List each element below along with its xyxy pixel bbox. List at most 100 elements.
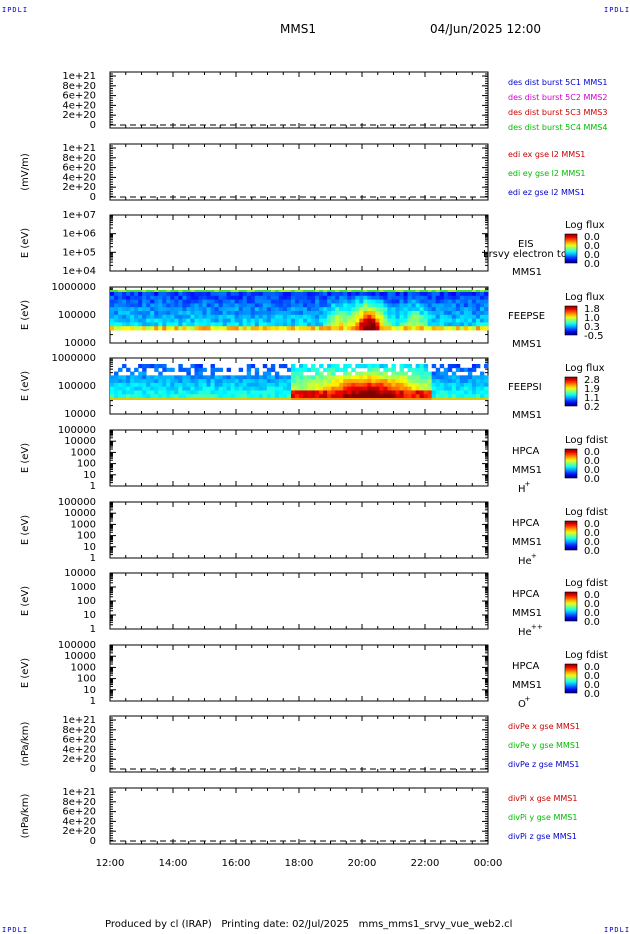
spectrogram-cell <box>303 379 308 384</box>
spectrogram-cell <box>327 375 332 380</box>
spectrogram-cell <box>431 295 437 300</box>
spectrogram-cell <box>411 371 417 376</box>
spectrogram-cell <box>206 322 211 327</box>
spectrogram-cell <box>383 364 388 369</box>
spectrogram-cell <box>218 398 223 400</box>
spectrogram-cell <box>114 299 119 304</box>
spectrogram-cell <box>423 303 429 308</box>
spectrogram-cell <box>351 318 356 323</box>
spectrogram-cell <box>118 314 123 319</box>
spectrogram-cell <box>439 290 445 292</box>
spectrogram-cell <box>307 386 312 391</box>
spectrogram-cell <box>411 398 417 400</box>
spectrogram-cell <box>178 295 183 300</box>
spectrogram-cell <box>379 307 384 312</box>
spectrogram-cell <box>375 307 380 312</box>
y-axis-title: E (eV) <box>20 515 31 545</box>
spectrogram-cell <box>162 390 167 395</box>
spectrogram-cell <box>407 292 412 297</box>
spectrogram-cell <box>114 398 119 400</box>
spectrogram-cell <box>359 307 364 312</box>
spectrogram-cell <box>274 386 280 391</box>
spectrogram-cell <box>218 394 223 399</box>
spectrogram-cell <box>218 375 223 380</box>
spectrogram-cell <box>423 307 429 312</box>
spectrogram-cell <box>367 326 372 331</box>
spectrogram-cell <box>114 311 119 316</box>
spectrogram-cell <box>307 398 312 400</box>
spectrogram-cell <box>455 307 461 312</box>
spectrogram-cell <box>238 295 244 300</box>
spectrogram-cell <box>230 292 236 297</box>
spectrogram-cell <box>371 295 376 300</box>
spectrogram-cell <box>174 303 179 308</box>
spectrogram-cell <box>110 295 115 300</box>
spectrogram-cell <box>415 382 421 388</box>
spectrogram-cell <box>399 375 404 380</box>
spectrogram-cell <box>174 379 179 384</box>
spectrogram-cell <box>230 322 236 327</box>
spectrogram-cell <box>311 398 316 400</box>
spectrogram-cell <box>399 318 404 323</box>
spectrogram-cell <box>270 303 276 308</box>
spectrogram-cell <box>158 299 163 304</box>
spectrogram-cell <box>174 307 179 312</box>
spectrogram-cell <box>463 318 469 323</box>
spectrogram-cell <box>222 375 228 380</box>
spectrogram-cell <box>411 292 417 297</box>
spectrogram-cell <box>186 398 191 400</box>
y-tick-label: 1 <box>90 553 96 564</box>
spectrogram-cell <box>303 290 308 292</box>
spectrogram-cell <box>359 299 364 304</box>
spectrogram-cell <box>178 382 183 388</box>
spectrogram-cell <box>319 371 324 376</box>
spectrogram-cell <box>266 394 272 399</box>
spectrogram-cell <box>391 290 396 292</box>
spectrogram-cell <box>315 386 320 391</box>
spectrogram-cell <box>178 364 183 369</box>
spectrogram-cell <box>130 386 135 391</box>
spectrogram-cell <box>375 367 380 372</box>
spectrogram-cell <box>315 307 320 312</box>
spectrogram-cell <box>262 295 268 300</box>
spectrogram-cell <box>455 295 461 300</box>
spectrogram-cell <box>431 398 437 400</box>
spectrogram-cell <box>371 371 376 376</box>
spectrogram-cell <box>363 318 368 323</box>
spectrogram-cell <box>134 290 139 292</box>
spectrogram-cell <box>166 326 171 331</box>
spectrogram-cell <box>158 318 163 323</box>
spectrogram-cell <box>270 295 276 300</box>
spectrogram-cell <box>371 379 376 384</box>
spectrogram-cell <box>451 303 457 308</box>
spectrogram-cell <box>222 295 228 300</box>
spectrogram-cell <box>190 398 195 400</box>
spectrogram-cell <box>146 314 151 319</box>
spectrogram-cell <box>327 314 332 319</box>
spectrogram-cell <box>475 326 481 331</box>
spectrogram-cell <box>427 314 433 319</box>
spectrogram-cell <box>423 394 429 399</box>
spectrogram-cell <box>282 386 288 391</box>
spectrogram-cell <box>242 314 248 319</box>
spectrogram-cell <box>427 311 433 316</box>
y-tick-label: 4e+20 <box>62 744 96 755</box>
spectrogram-cell <box>415 303 421 308</box>
spectrogram-cell <box>262 382 268 388</box>
spectrogram-cell <box>403 364 408 369</box>
spectrogram-cell <box>170 318 175 323</box>
spectrogram-cell <box>339 292 344 297</box>
species-label: O <box>518 699 526 710</box>
spectrogram-cell <box>122 379 127 384</box>
spectrogram-cell <box>138 307 143 312</box>
spectrogram-cell <box>311 292 316 297</box>
spectrogram-cell <box>395 303 400 308</box>
spectrogram-cell <box>190 379 195 384</box>
spectrogram-cell <box>118 322 123 327</box>
spectrogram-cell <box>174 295 179 300</box>
spectrogram-cell <box>226 322 232 327</box>
spectrogram-cell <box>218 367 223 372</box>
spectrogram-cell <box>455 326 461 331</box>
spectrogram-cell <box>142 394 147 399</box>
spectrogram-cell <box>134 367 139 372</box>
